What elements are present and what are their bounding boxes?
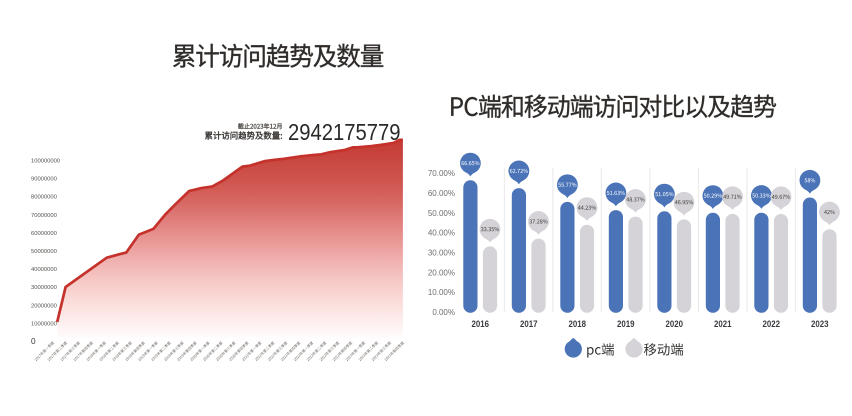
svg-text:2017: 2017 bbox=[520, 319, 538, 330]
svg-text:0.00%: 0.00% bbox=[432, 308, 455, 317]
svg-text:30.00%: 30.00% bbox=[428, 249, 455, 258]
svg-text:2023: 2023 bbox=[811, 319, 829, 330]
svg-text:10000000: 10000000 bbox=[31, 321, 57, 327]
svg-text:100000000: 100000000 bbox=[31, 159, 60, 165]
svg-text:2019: 2019 bbox=[617, 319, 635, 330]
svg-text:2942175779: 2942175779 bbox=[288, 119, 401, 145]
svg-text:50000000: 50000000 bbox=[31, 249, 57, 255]
svg-text:2018: 2018 bbox=[568, 319, 586, 330]
svg-text:60000000: 60000000 bbox=[31, 231, 57, 237]
svg-text:2022: 2022 bbox=[762, 319, 780, 330]
svg-text:70000000: 70000000 bbox=[31, 213, 57, 219]
svg-text:60.00%: 60.00% bbox=[428, 189, 455, 198]
svg-text:20.00%: 20.00% bbox=[428, 268, 455, 277]
svg-text:10.00%: 10.00% bbox=[428, 288, 455, 297]
svg-text:2016: 2016 bbox=[471, 319, 489, 330]
svg-text:90000000: 90000000 bbox=[31, 177, 57, 183]
svg-text:80000000: 80000000 bbox=[31, 195, 57, 201]
svg-text:70.00%: 70.00% bbox=[428, 169, 455, 178]
svg-text:20000000: 20000000 bbox=[31, 303, 57, 309]
svg-text:30000000: 30000000 bbox=[31, 285, 57, 291]
svg-text:50.00%: 50.00% bbox=[428, 209, 455, 218]
svg-text:2020: 2020 bbox=[665, 319, 683, 330]
svg-text:40.00%: 40.00% bbox=[428, 229, 455, 238]
svg-text:2021: 2021 bbox=[714, 319, 732, 330]
svg-text:0: 0 bbox=[31, 337, 36, 346]
svg-text:40000000: 40000000 bbox=[31, 267, 57, 273]
